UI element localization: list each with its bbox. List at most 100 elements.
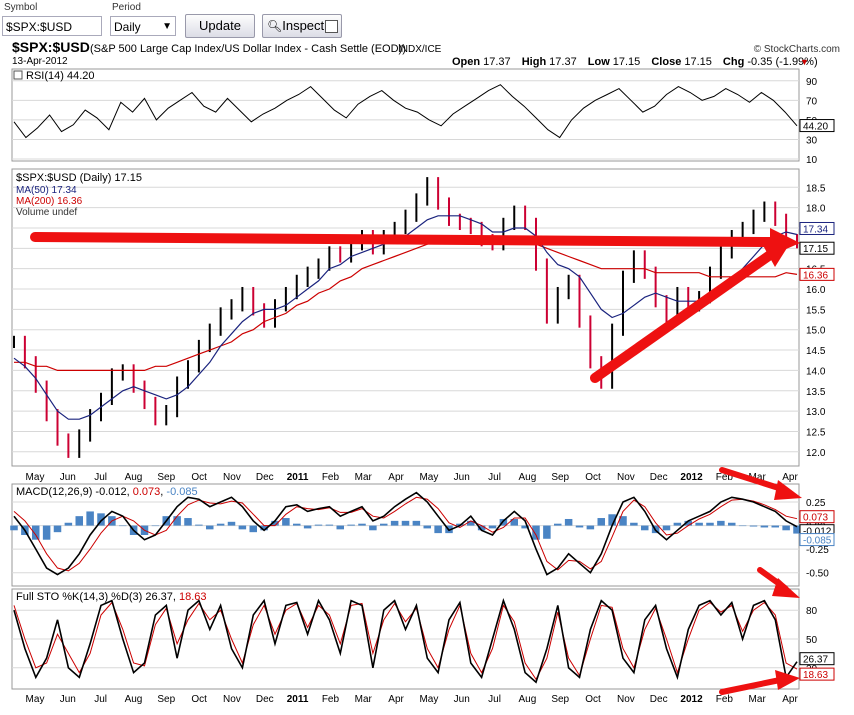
macd-hist-bar <box>717 520 725 526</box>
rsi-frame <box>11 68 800 162</box>
x-tick-label: Nov <box>223 472 241 483</box>
sto-k-series-line <box>13 598 798 684</box>
macd-hist-bar <box>597 518 606 526</box>
macd-hist-bar <box>42 525 51 540</box>
chart-header: $SPX:$USD (S&P 500 Large Cap Index/US Do… <box>12 40 840 68</box>
macd-arrow-line <box>719 467 788 493</box>
sto-d-series-line <box>13 601 798 681</box>
macd-hist-bar <box>499 518 508 526</box>
x-tick-label: Mar <box>355 694 373 705</box>
macd-hist-bar <box>325 524 334 526</box>
period-select[interactable]: Daily ▼ <box>110 16 176 36</box>
macd-hist-bar <box>369 525 377 531</box>
x-tick-label: 2012 <box>680 694 703 705</box>
macd-hist-bar <box>227 521 236 526</box>
macd-hist-bar <box>771 525 780 528</box>
macd-hist-bar <box>347 524 355 526</box>
y-tick-label: -0.50 <box>806 569 829 580</box>
x-tick-label: Nov <box>617 472 635 483</box>
header-exchange: INDX/ICE <box>398 44 442 55</box>
macd-hist-bar <box>195 524 203 526</box>
header-date: 13-Apr-2012 <box>12 56 68 67</box>
last-value-box <box>799 533 835 547</box>
macd-hist-bar <box>553 523 562 526</box>
x-tick-label: May <box>26 694 45 705</box>
x-tick-label: Sep <box>551 694 569 705</box>
rsi-legend-swatch <box>13 70 23 80</box>
macd-hist-bar <box>760 525 769 528</box>
x-tick-label: May <box>419 472 438 483</box>
macd-hist-bar <box>75 516 84 526</box>
macd-hist-bar <box>434 525 442 534</box>
macd-hist-bar <box>282 518 290 526</box>
sto-bottom-arrow-head <box>775 670 800 690</box>
x-tick-label: Dec <box>650 694 668 705</box>
ma50-legend: MA(50) 17.34 <box>16 185 77 196</box>
macd-hist-bar <box>510 518 519 526</box>
macd-hist-bar <box>488 525 497 529</box>
rsi-series-line <box>13 84 798 139</box>
last-value-box <box>799 241 835 255</box>
sto-top-arrow-head <box>772 578 800 598</box>
sto-legend: Full STO %K(14,3) %D(3) 26.37, 18.63 <box>16 591 207 603</box>
x-tick-label: May <box>419 694 438 705</box>
x-tick-label: Jul <box>488 472 501 483</box>
y-tick-label: 12.0 <box>806 448 826 459</box>
y-tick-label: 14.5 <box>806 346 826 357</box>
volume-legend: Volume undef <box>16 207 77 218</box>
x-tick-label: Oct <box>191 472 207 483</box>
x-tick-label: Apr <box>388 694 404 705</box>
x-tick-label: Feb <box>322 694 340 705</box>
last-value-label: 17.34 <box>803 224 828 235</box>
macd-hist-bar <box>379 523 388 526</box>
x-tick-label: Sep <box>157 472 175 483</box>
x-tick-label: Jun <box>60 694 76 705</box>
x-tick-label: Jul <box>94 694 107 705</box>
macd-hist-bar <box>314 524 323 526</box>
inspect-toggle[interactable]: 🔍︎Inspect <box>262 14 342 38</box>
x-tick-label: Jun <box>454 472 470 483</box>
x-tick-label: Dec <box>650 472 668 483</box>
macd-hist-bar <box>619 516 627 526</box>
last-value-box <box>799 667 835 681</box>
macd-hist-bar <box>173 516 181 526</box>
y-tick-label: 13.5 <box>806 387 826 398</box>
macd-hist-bar <box>260 525 268 531</box>
update-button[interactable]: Update <box>185 14 255 38</box>
y-tick-label: 13.0 <box>806 407 826 418</box>
header-symbol: $SPX:$USD <box>12 40 90 55</box>
inspect-label: Inspect <box>282 18 325 33</box>
x-tick-label: Aug <box>125 694 143 705</box>
x-tick-label: Feb <box>716 472 734 483</box>
macd-hist-bar <box>782 525 790 531</box>
x-tick-label: Feb <box>322 472 340 483</box>
inspect-checkbox[interactable] <box>325 20 338 33</box>
x-tick-label: 2012 <box>680 472 703 483</box>
symbol-input[interactable]: $SPX:$USD <box>2 16 102 36</box>
x-tick-label: Dec <box>256 472 274 483</box>
symbol-label: Symbol <box>4 2 38 13</box>
macd-hist-bar <box>630 522 638 526</box>
ma200-series-line <box>14 239 798 371</box>
toolbar: Symbol $SPX:$USD Period Daily ▼ Update 🔍… <box>0 0 854 40</box>
x-tick-label: Aug <box>125 472 143 483</box>
macd-hist-bar <box>564 518 573 526</box>
macd-hist-bar <box>358 523 366 526</box>
price-legend: $SPX:$USD (Daily) 17.15 MA(50) 17.34 MA(… <box>16 172 142 218</box>
magnifier-icon: 🔍︎ <box>267 19 283 33</box>
y-tick-label: 15.0 <box>806 326 826 337</box>
last-value-label: 26.37 <box>803 655 828 666</box>
x-tick-label: Aug <box>518 694 536 705</box>
y-tick-label: 70 <box>806 96 818 107</box>
y-tick-label: 80 <box>806 606 818 617</box>
y-tick-label: 50 <box>806 635 818 646</box>
last-value-label: 17.15 <box>803 244 828 255</box>
macd-hist-bar <box>477 525 486 531</box>
macd-hist-bar <box>64 522 73 526</box>
last-value-box <box>799 221 835 235</box>
macd-hist-bar <box>303 525 312 529</box>
x-tick-label: Oct <box>191 694 207 705</box>
x-tick-label: Mar <box>749 694 767 705</box>
last-value-label: 16.36 <box>803 270 828 281</box>
macd-hist-bar <box>575 525 584 528</box>
